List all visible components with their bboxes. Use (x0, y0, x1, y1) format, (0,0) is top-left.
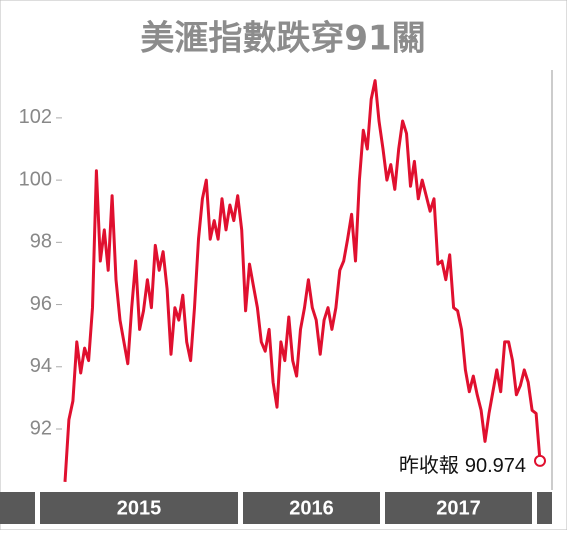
y-tick-label: 102 (19, 106, 52, 128)
annotation: 昨收報 90.974 (399, 454, 526, 477)
x-band (537, 492, 552, 524)
y-tick-label: 100 (19, 168, 52, 190)
annotation-text: 昨收報 (399, 454, 459, 477)
y-tick-label: 96 (30, 293, 52, 315)
x-band (0, 492, 35, 524)
x-band-label: 2015 (117, 497, 162, 519)
x-band-label: 2017 (436, 497, 481, 519)
line (63, 79, 542, 482)
x-band (385, 492, 532, 524)
end-marker (534, 454, 546, 467)
y-tick-label: 92 (30, 417, 52, 439)
y-tick-label: 98 (30, 231, 52, 253)
x-band-label: 2016 (289, 497, 334, 519)
y-tick-label: 94 (30, 355, 52, 377)
annotation-value: 90.974 (465, 455, 526, 477)
x-band (40, 492, 238, 524)
x-band (243, 492, 380, 524)
chart-title: 美滙指數跌穿91關 (140, 19, 425, 59)
